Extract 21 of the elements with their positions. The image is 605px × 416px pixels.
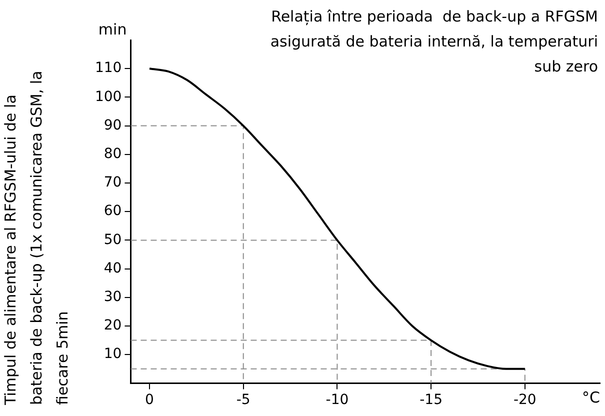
text: min	[98, 20, 127, 38]
y-tick-label: 20	[104, 318, 122, 334]
x-tick-label: -10	[326, 392, 349, 408]
y-tick-label: 10	[104, 346, 122, 362]
line-series	[148, 68, 526, 370]
y-tick-label: 110	[94, 60, 122, 76]
y-tick-label: 90	[104, 117, 122, 134]
y-tick-label: 30	[104, 289, 122, 306]
chart-title: Relația între perioada de back-up a RFGSM asigurată de bateria internă, la temperaturi sub zero	[270, 7, 598, 76]
y-tick-label: 40	[104, 260, 122, 276]
y-tick-label: 50	[104, 232, 122, 248]
x-axis-title: °C	[582, 388, 600, 407]
y-tick-label: 80	[104, 146, 122, 162]
y-axis-title: Timpul de alimentare al RFGSM-ului de la bateria de back-up (1x comunicarea GSM, la fiecare 5min	[1, 70, 72, 406]
x-tick-label: 0	[145, 392, 154, 408]
x-tick-label: -15	[420, 392, 442, 408]
y-tick-label: 100	[94, 88, 122, 105]
y-tick-label: 60	[104, 203, 122, 220]
x-tick-label: -5	[236, 392, 250, 408]
y-tick-label: 70	[104, 174, 122, 191]
x-tick-label: -20	[513, 392, 536, 408]
